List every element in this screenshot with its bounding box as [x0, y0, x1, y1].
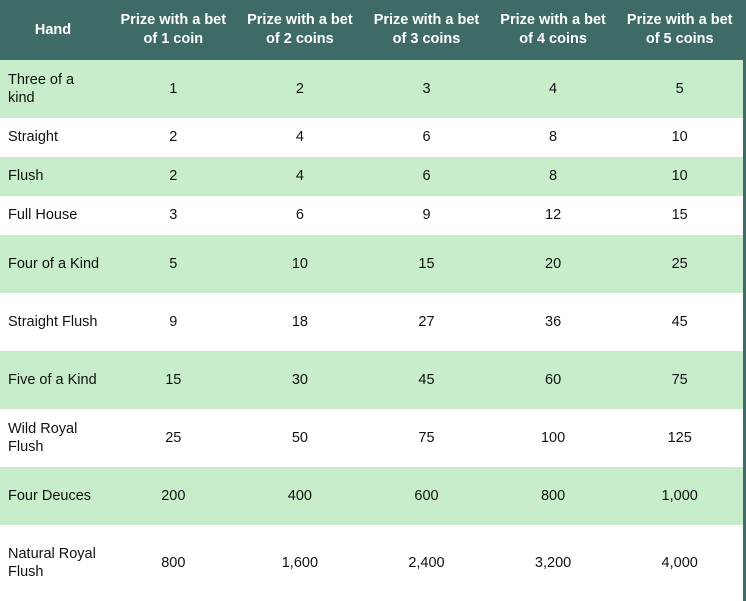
prize-cell: 8 [489, 157, 617, 196]
prize-cell: 125 [616, 409, 743, 467]
prize-cell: 50 [236, 409, 364, 467]
prize-cell: 25 [110, 409, 237, 467]
prize-cell: 15 [110, 351, 237, 409]
prize-cell: 75 [363, 409, 490, 467]
table-row: Five of a Kind 15 30 45 60 75 [0, 351, 743, 409]
hand-name: Straight Flush [0, 293, 110, 351]
table-row: Natural Royal Flush 800 1,600 2,400 3,20… [0, 525, 743, 601]
table-row: Straight Flush 9 18 27 36 45 [0, 293, 743, 351]
header-row: Hand Prize with a bet of 1 coin Prize wi… [0, 0, 743, 60]
header-bet-5: Prize with a bet of 5 coins [616, 0, 743, 60]
hand-name: Five of a Kind [0, 351, 110, 409]
hand-name: Four of a Kind [0, 235, 110, 293]
prize-cell: 100 [489, 409, 617, 467]
hand-name: Wild Royal Flush [0, 409, 110, 467]
prize-cell: 3 [110, 196, 237, 235]
prize-cell: 5 [616, 60, 743, 118]
hand-name: Four Deuces [0, 467, 110, 525]
prize-cell: 1,600 [236, 525, 364, 601]
prize-cell: 1 [110, 60, 237, 118]
prize-cell: 1,000 [616, 467, 743, 525]
table-row: Four Deuces 200 400 600 800 1,000 [0, 467, 743, 525]
prize-cell: 10 [616, 118, 743, 157]
prize-cell: 25 [616, 235, 743, 293]
hand-name: Full House [0, 196, 110, 235]
prize-cell: 4,000 [616, 525, 743, 601]
prize-cell: 36 [489, 293, 617, 351]
prize-cell: 2,400 [363, 525, 490, 601]
table-body: Three of a kind 1 2 3 4 5 Straight 2 4 6… [0, 60, 743, 601]
prize-cell: 45 [616, 293, 743, 351]
prize-cell: 8 [489, 118, 617, 157]
table-row: Flush 2 4 6 8 10 [0, 157, 743, 196]
prize-cell: 27 [363, 293, 490, 351]
prize-cell: 10 [616, 157, 743, 196]
prize-cell: 6 [363, 118, 490, 157]
prize-cell: 15 [616, 196, 743, 235]
prize-cell: 20 [489, 235, 617, 293]
prize-cell: 4 [489, 60, 617, 118]
table-header: Hand Prize with a bet of 1 coin Prize wi… [0, 0, 743, 60]
prize-cell: 45 [363, 351, 490, 409]
table-row: Full House 3 6 9 12 15 [0, 196, 743, 235]
table-row: Three of a kind 1 2 3 4 5 [0, 60, 743, 118]
prize-cell: 9 [110, 293, 237, 351]
prize-cell: 2 [110, 157, 237, 196]
hand-name: Three of a kind [0, 60, 110, 118]
prize-cell: 3,200 [489, 525, 617, 601]
table-row: Wild Royal Flush 25 50 75 100 125 [0, 409, 743, 467]
prize-cell: 2 [236, 60, 364, 118]
prize-cell: 10 [236, 235, 364, 293]
prize-cell: 4 [236, 157, 364, 196]
prize-cell: 60 [489, 351, 617, 409]
prize-cell: 15 [363, 235, 490, 293]
table-row: Four of a Kind 5 10 15 20 25 [0, 235, 743, 293]
prize-cell: 800 [110, 525, 237, 601]
hand-name: Straight [0, 118, 110, 157]
hand-name: Natural Royal Flush [0, 525, 110, 601]
header-hand: Hand [0, 0, 110, 60]
prize-cell: 4 [236, 118, 364, 157]
prize-cell: 600 [363, 467, 490, 525]
header-bet-3: Prize with a bet of 3 coins [363, 0, 490, 60]
prize-cell: 75 [616, 351, 743, 409]
prize-cell: 5 [110, 235, 237, 293]
prize-cell: 9 [363, 196, 490, 235]
prize-cell: 400 [236, 467, 364, 525]
prize-cell: 12 [489, 196, 617, 235]
table-row: Straight 2 4 6 8 10 [0, 118, 743, 157]
prize-cell: 3 [363, 60, 490, 118]
header-bet-2: Prize with a bet of 2 coins [236, 0, 364, 60]
prize-cell: 6 [363, 157, 490, 196]
prize-cell: 200 [110, 467, 237, 525]
prize-cell: 30 [236, 351, 364, 409]
hand-name: Flush [0, 157, 110, 196]
prize-cell: 6 [236, 196, 364, 235]
prize-cell: 18 [236, 293, 364, 351]
prize-cell: 800 [489, 467, 617, 525]
prize-cell: 2 [110, 118, 237, 157]
header-bet-1: Prize with a bet of 1 coin [110, 0, 237, 60]
header-bet-4: Prize with a bet of 4 coins [489, 0, 617, 60]
